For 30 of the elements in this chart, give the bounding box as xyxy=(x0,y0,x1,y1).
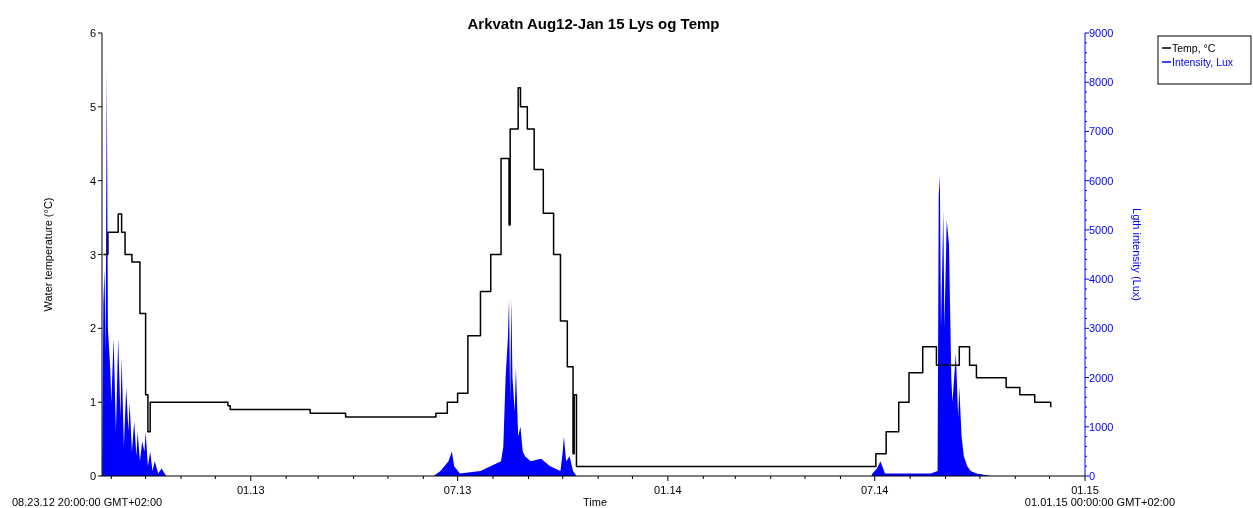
y2-tick-label: 2000 xyxy=(1089,371,1114,384)
x-tick-label: 07.14 xyxy=(860,484,889,496)
y2-tick-label: 6000 xyxy=(1089,174,1114,187)
y2-tick-label: 9000 xyxy=(1089,27,1114,39)
y-tick-label: 1 xyxy=(89,396,96,409)
text: 01.01.15 00:00:00 GMT+02:00 xyxy=(1024,496,1175,508)
y-tick-label: 2 xyxy=(89,322,96,335)
legend-label: Temp, °C xyxy=(1172,42,1216,54)
y2-tick-label: 7000 xyxy=(1089,125,1114,138)
y-axis-title: Water temperature (°C) xyxy=(42,197,54,312)
y2-tick-label: 4000 xyxy=(1089,273,1114,286)
y2-tick-label: 0 xyxy=(1089,470,1096,482)
y-tick-label: 6 xyxy=(89,27,96,39)
legend-label: Intensity, Lux xyxy=(1172,56,1234,68)
x-tick-label: 01.13 xyxy=(236,484,265,496)
y2-tick-label: 5000 xyxy=(1089,223,1114,236)
y-tick-label: 4 xyxy=(89,174,96,187)
y2-tick-label: 1000 xyxy=(1089,420,1114,433)
chart-title: Arkvatn Aug12-Jan 15 Lys og Temp xyxy=(467,15,720,32)
y-tick-label: 5 xyxy=(89,100,96,113)
y2-tick-label: 3000 xyxy=(1089,322,1114,335)
y2-axis-title: Lgth intensity (Lux) xyxy=(1131,208,1143,301)
y-tick-label: 0 xyxy=(89,470,96,482)
x-tick-label: 01.15 xyxy=(1071,484,1099,496)
x-tick-label: 07.13 xyxy=(443,484,472,496)
y-tick-label: 3 xyxy=(89,248,96,261)
text: 08.23.12 20:00:00 GMT+02:00 xyxy=(12,496,163,508)
x-tick-label: 01.14 xyxy=(654,484,682,496)
x-axis-title: Time xyxy=(582,496,608,508)
y2-tick-label: 8000 xyxy=(1089,76,1114,89)
